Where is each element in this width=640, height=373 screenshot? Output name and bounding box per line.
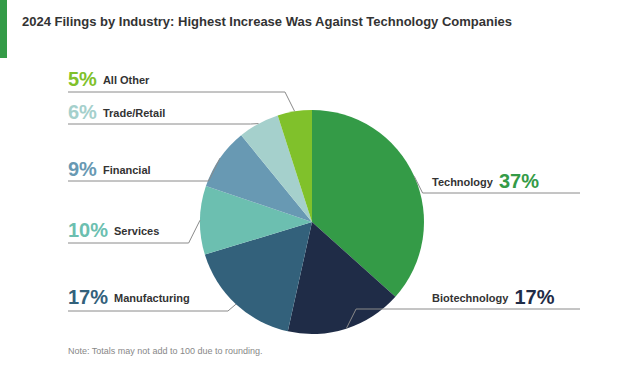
data-label: 9% [68,158,97,180]
data-label: 5% [68,68,97,90]
leader-line [346,309,580,329]
labels: Technology 37% Biotechnology 17% 17% Manufact… [68,68,580,329]
accent-bar [0,0,7,58]
category-label: Trade/Retail [103,107,165,119]
category-label: Services [114,225,159,237]
leader-line [68,304,236,311]
leader-line [68,123,259,124]
note: Note: Totals may not add to 100 due to r… [68,346,262,356]
leader-line [68,220,200,243]
category-label: All Other [103,74,150,86]
leader-line [68,92,295,111]
category-label: Financial [103,164,151,176]
category-label: Manufacturing [114,292,190,304]
title: 2024 Filings by Industry: Highest Increa… [22,14,512,29]
pie [200,110,424,334]
data-label: 10% [68,219,108,241]
category-label: Biotechnology [432,292,509,304]
data-label: 37% [499,170,539,192]
data-label: 17% [514,286,554,308]
leader-line [68,158,220,181]
data-label: 17% [68,286,108,308]
slice [278,110,312,222]
chart: 2024 Filings by Industry: Highest Increa… [0,0,640,373]
leader-line [414,176,580,193]
data-label: 6% [68,101,97,123]
category-label: Technology [432,176,494,188]
